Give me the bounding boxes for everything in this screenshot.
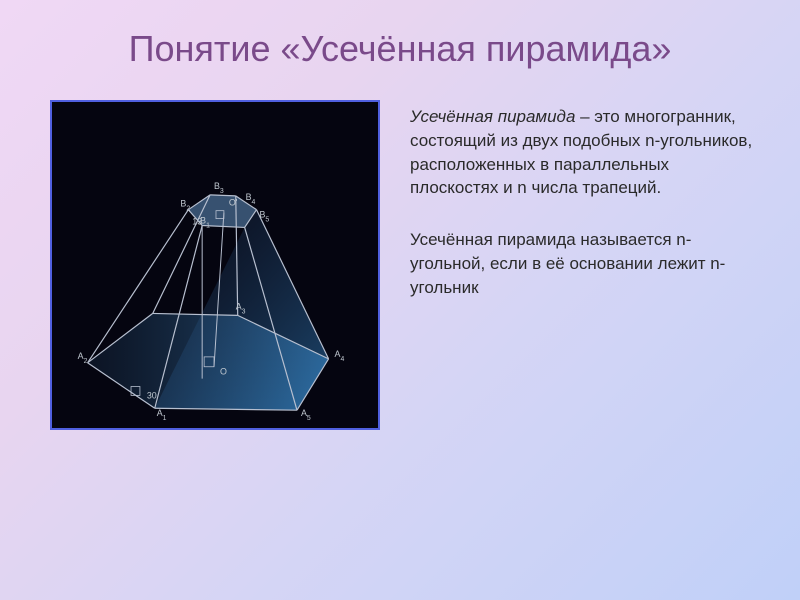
svg-text:A5: A5 bbox=[301, 408, 311, 421]
svg-text:B3: B3 bbox=[214, 181, 224, 195]
term: Усечённая пирамида bbox=[410, 107, 575, 126]
svg-text:A1: A1 bbox=[157, 408, 167, 421]
svg-text:B2: B2 bbox=[180, 199, 190, 213]
svg-text:A4: A4 bbox=[335, 349, 345, 363]
svg-text:30: 30 bbox=[147, 390, 157, 400]
pyramid-svg: B1B2B3B4B5A1A2A3A4A5OO'1330 bbox=[52, 102, 378, 428]
definition-paragraph: Усечённая пирамида – это многогранник, с… bbox=[410, 105, 760, 200]
svg-text:A2: A2 bbox=[78, 351, 88, 365]
second-paragraph: Усечённая пирамида называется n-угольной… bbox=[410, 228, 760, 299]
text-column: Усечённая пирамида – это многогранник, с… bbox=[410, 100, 760, 430]
svg-text:O': O' bbox=[229, 198, 238, 208]
svg-text:13: 13 bbox=[192, 216, 202, 226]
pyramid-figure: B1B2B3B4B5A1A2A3A4A5OO'1330 bbox=[50, 100, 380, 430]
svg-text:O: O bbox=[220, 367, 227, 377]
content-row: B1B2B3B4B5A1A2A3A4A5OO'1330 Усечённая пи… bbox=[0, 70, 800, 450]
slide-title: Понятие «Усечённая пирамида» bbox=[0, 0, 800, 70]
